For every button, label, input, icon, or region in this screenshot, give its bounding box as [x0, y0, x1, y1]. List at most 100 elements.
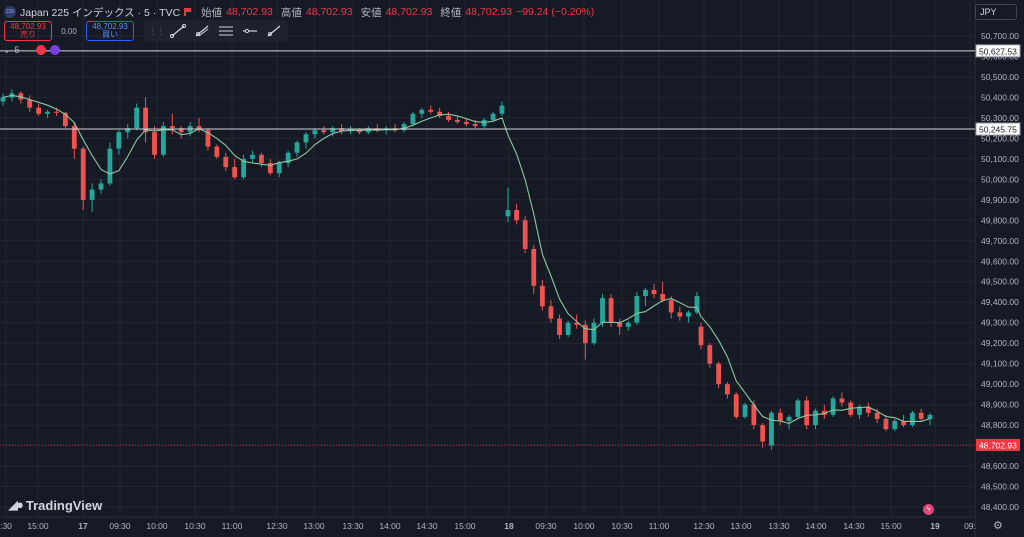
- x-tick-label: 15:00: [27, 521, 49, 531]
- symbol-title[interactable]: Japan 225 インデックス · 5 · TVC: [20, 6, 181, 19]
- candle-body: [267, 162, 273, 174]
- tradingview-logo: ◢● TradingView: [8, 497, 102, 513]
- fib-retracement-icon[interactable]: [216, 22, 236, 40]
- candle-body: [446, 115, 451, 120]
- trade-panel: 48,702.93 売り 0.00 48,702.93 買い ⋮⋮: [4, 20, 288, 42]
- hline-price-label: 50,627.53: [979, 46, 1017, 56]
- y-tick-label: 48,800.00: [981, 420, 1019, 430]
- lightning-icon[interactable]: ϟ: [923, 504, 934, 515]
- y-tick-label: 50,700.00: [981, 31, 1019, 41]
- y-tick-label: 48,500.00: [981, 482, 1019, 492]
- candle-body: [71, 126, 77, 149]
- candle-body: [918, 412, 924, 419]
- candle-body: [909, 412, 915, 426]
- candle-body: [303, 134, 309, 143]
- drawing-toolbar: ⋮⋮: [144, 20, 288, 42]
- candle-body: [557, 318, 562, 335]
- candle-body: [27, 99, 33, 108]
- candle-body: [437, 111, 443, 116]
- ma-indicator-legend[interactable]: ⌄ 5: [3, 44, 60, 56]
- candle-body: [742, 404, 748, 417]
- open-value: 48,702.93: [226, 6, 273, 18]
- alert-icon[interactable]: [35, 45, 46, 55]
- x-tick-label: 15:00: [880, 521, 902, 531]
- candle-body: [821, 410, 827, 415]
- x-tick-label: 10:00: [573, 521, 595, 531]
- sell-button[interactable]: 48,702.93 売り: [4, 21, 52, 41]
- candle-body: [169, 126, 175, 129]
- x-tick-label: 11:00: [222, 521, 243, 531]
- gear-icon[interactable]: ⚙: [993, 520, 1003, 532]
- candle-body: [152, 132, 157, 155]
- candle-body: [505, 210, 511, 217]
- y-tick-label: 48,600.00: [981, 461, 1019, 471]
- y-tick-label: 50,300.00: [981, 113, 1019, 123]
- y-tick-label: 50,500.00: [981, 72, 1019, 82]
- x-tick-label: 09:30: [535, 521, 557, 531]
- y-tick-label: 49,800.00: [981, 215, 1019, 225]
- candle-body: [98, 183, 104, 190]
- x-tick-label: 19: [930, 521, 940, 531]
- candle-body: [565, 322, 571, 335]
- candle-body: [795, 400, 801, 417]
- collapse-icon[interactable]: ⌄: [3, 44, 11, 55]
- candle-body: [707, 345, 713, 364]
- candle-body: [804, 400, 810, 426]
- candle-body: [651, 289, 657, 295]
- buy-button[interactable]: 48,702.93 買い: [86, 21, 134, 41]
- candle-body: [874, 412, 880, 419]
- candle-body: [241, 158, 246, 178]
- spread-value: 0.00: [61, 26, 77, 36]
- candle-body: [134, 107, 140, 129]
- x-tick-label: 14:30: [843, 521, 865, 531]
- candle-body: [285, 152, 291, 163]
- horizontal-line-icon[interactable]: [240, 22, 260, 40]
- close-label: 終値: [440, 6, 462, 19]
- candle-body: [62, 112, 68, 127]
- candle-body: [733, 394, 739, 417]
- candle-body: [668, 300, 674, 313]
- candle-body: [857, 406, 862, 415]
- close-value: 48,702.93: [465, 6, 513, 18]
- candle-body: [481, 119, 487, 127]
- trend-line-icon[interactable]: [168, 22, 188, 40]
- candle-body: [143, 107, 148, 133]
- candle-body: [490, 113, 496, 120]
- candle-body: [751, 404, 757, 426]
- candle-body: [410, 113, 416, 125]
- candle-body: [419, 109, 425, 114]
- symbol-legend[interactable]: 225 Japan 225 インデックス · 5 · TVC 始値 48,702.…: [4, 4, 594, 20]
- ma-period: 5: [14, 45, 20, 55]
- y-tick-label: 48,400.00: [981, 502, 1019, 512]
- currency-select[interactable]: JPY: [975, 4, 1017, 20]
- candle-body: [865, 406, 871, 413]
- x-tick-label: 14:30: [416, 521, 438, 531]
- candle-body: [600, 298, 605, 323]
- candle-body: [455, 119, 460, 123]
- y-tick-label: 50,200.00: [981, 133, 1019, 143]
- candle-body: [294, 142, 300, 153]
- candle-body: [694, 296, 700, 313]
- candle-body: [514, 210, 519, 221]
- y-tick-label: 50,600.00: [981, 51, 1019, 61]
- sell-label: 売り: [20, 30, 36, 39]
- brush-tool-icon[interactable]: [264, 22, 284, 40]
- candle-body: [777, 412, 783, 421]
- candle-body: [259, 154, 264, 163]
- y-tick-label: 49,500.00: [981, 277, 1019, 287]
- drag-handle-icon[interactable]: ⋮⋮: [148, 25, 165, 36]
- ray-tool-icon[interactable]: [192, 22, 212, 40]
- candle-body: [539, 285, 545, 307]
- buy-label: 買い: [102, 30, 118, 39]
- hline-price-label: 50,245.75: [979, 125, 1017, 135]
- flag-icon[interactable]: [184, 8, 193, 16]
- candle-body: [591, 322, 597, 344]
- low-value: 48,702.93: [385, 6, 433, 18]
- y-tick-label: 49,900.00: [981, 195, 1019, 205]
- y-tick-label: 50,100.00: [981, 154, 1019, 164]
- candle-body: [80, 148, 86, 200]
- candle-body: [54, 111, 59, 113]
- settings-dot-icon[interactable]: [49, 45, 60, 55]
- y-tick-label: 49,700.00: [981, 236, 1019, 246]
